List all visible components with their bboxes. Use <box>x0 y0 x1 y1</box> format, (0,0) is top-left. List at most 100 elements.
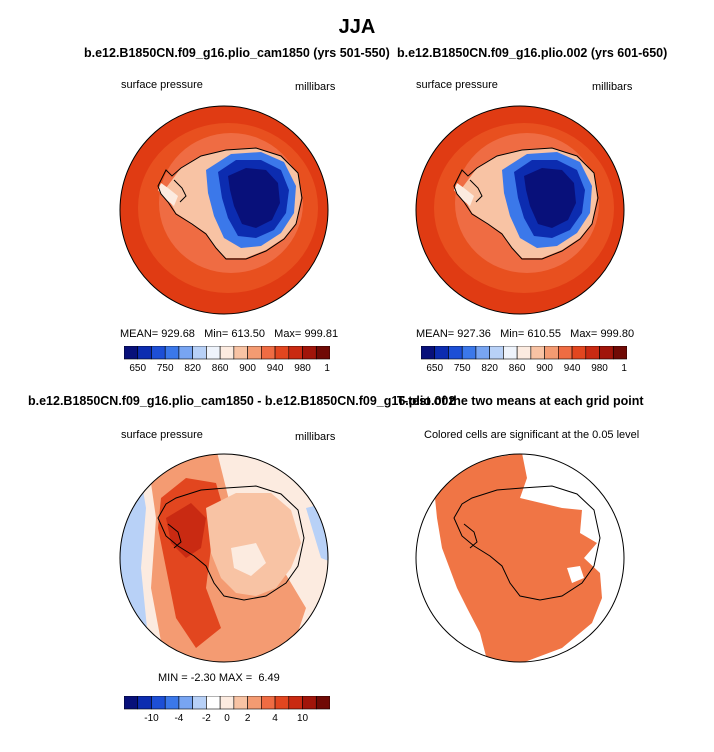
colorbar-swatch <box>261 695 276 710</box>
stat-min-label: MIN = <box>158 672 188 684</box>
colorbar-tick-label: 2 <box>245 713 251 724</box>
colorbar-tick-label: 900 <box>536 363 553 374</box>
colorbar-swatch <box>571 345 587 360</box>
stat-max-label: Max= <box>570 328 598 340</box>
map-boundary <box>119 453 329 663</box>
colorbar-tick-label: 900 <box>239 363 256 374</box>
panel-4-subtitle: Colored cells are significant at the 0.0… <box>424 429 640 441</box>
colorbar-swatch <box>420 345 436 360</box>
colorbar-tick-label: 980 <box>591 363 608 374</box>
colorbar-swatch <box>261 345 276 360</box>
colorbar-tick-label: 940 <box>564 363 581 374</box>
colorbar-swatch <box>302 695 317 710</box>
colorbar-swatch <box>247 695 262 710</box>
colorbar-swatch <box>178 695 193 710</box>
colorbar-tick-label: 10 <box>297 713 309 724</box>
panel-4-map <box>415 453 625 663</box>
stat-max-value: 999.80 <box>600 328 635 340</box>
panel-2-units-label: millibars <box>592 81 633 93</box>
panel-3-map <box>119 453 329 663</box>
colorbar-swatch <box>164 345 180 360</box>
significant-cells <box>432 454 602 662</box>
colorbar-swatch <box>302 345 317 360</box>
colorbar-tick-label: -4 <box>174 713 183 724</box>
coastline-detail <box>173 179 187 203</box>
panel-4-title: T-test of the two means at each grid poi… <box>397 394 644 408</box>
stat-mean-value: 927.36 <box>457 328 491 340</box>
colorbar-tick-label: 750 <box>454 363 471 374</box>
colorbar-swatch <box>192 695 207 710</box>
colorbar-tick-label: 0 <box>224 713 230 724</box>
colorbar-tick-label: 940 <box>267 363 284 374</box>
stat-min-label: Min= <box>500 328 525 340</box>
stat-min-value: 610.55 <box>527 328 561 340</box>
map-boundary <box>119 105 329 315</box>
coastline-detail <box>167 523 182 549</box>
colorbar-swatch <box>489 345 504 360</box>
colorbar-swatch <box>206 345 221 360</box>
colorbar-swatch <box>288 345 303 360</box>
colorbar-swatch <box>233 695 248 710</box>
colorbar-swatch <box>219 695 235 710</box>
plateau-core <box>228 168 280 228</box>
colorbar-swatch <box>448 345 463 360</box>
colorbar-tick-label: 650 <box>129 363 146 374</box>
panel-1-colorbar: 650 750 820 860 900 940 980 1020 <box>123 345 347 376</box>
panel-2-variable-label: surface pressure <box>416 79 498 91</box>
colorbar-swatch <box>233 345 248 360</box>
insignificant-patch <box>567 566 584 583</box>
panel-3-title: b.e12.B1850CN.f09_g16.plio_cam1850 - b.e… <box>28 394 456 408</box>
colorbar-swatch <box>151 695 166 710</box>
colorbar-tick-label: 820 <box>184 363 201 374</box>
panel-1-stats: MEAN= 929.68 Min= 613.50 Max= 999.81 <box>120 328 338 340</box>
colorbar-swatch <box>151 345 166 360</box>
colorbar-swatch <box>516 345 532 360</box>
panel-2-colorbar: 650 750 820 860 900 940 980 1020 <box>420 345 644 376</box>
panel-1-units-label: millibars <box>295 81 336 93</box>
colorbar-swatch <box>503 345 518 360</box>
colorbar-tick-label: 750 <box>157 363 174 374</box>
coastline-detail <box>463 523 478 549</box>
colorbar-swatch <box>274 345 290 360</box>
colorbar-swatch <box>123 345 139 360</box>
panel-2-stats: MEAN= 927.36 Min= 610.55 Max= 999.80 <box>416 328 634 340</box>
colorbar-swatch <box>599 345 614 360</box>
stat-mean-label: MEAN= <box>416 328 455 340</box>
colorbar-swatch <box>137 695 152 710</box>
colorbar-swatch <box>585 345 600 360</box>
colorbar-swatch <box>315 345 331 360</box>
colorbar-swatch <box>434 345 449 360</box>
map-boundary <box>415 453 625 663</box>
colorbar-swatch <box>461 345 477 360</box>
stat-min-value: 613.50 <box>231 328 265 340</box>
colorbar-tick-label: 860 <box>212 363 229 374</box>
colorbar-swatch <box>123 695 139 710</box>
stat-mean-label: MEAN= <box>120 328 159 340</box>
colorbar-swatch <box>164 695 180 710</box>
colorbar-tick-label: 860 <box>509 363 526 374</box>
colorbar-tick-label: 4 <box>272 713 278 724</box>
stat-max-value: 6.49 <box>258 672 280 684</box>
colorbar-swatch <box>530 345 545 360</box>
stat-max-value: 999.81 <box>304 328 339 340</box>
coastline <box>453 485 601 601</box>
peninsula <box>454 183 474 206</box>
colorbar-swatch <box>247 345 262 360</box>
colorbar-swatch <box>544 345 559 360</box>
panel-1-variable-label: surface pressure <box>121 79 203 91</box>
colorbar-swatch <box>219 345 235 360</box>
colorbar-tick-label: 1020 <box>621 363 627 374</box>
colorbar-swatch <box>274 695 290 710</box>
colorbar-swatch <box>558 345 573 360</box>
colorbar-tick-label: 980 <box>294 363 311 374</box>
main-title: JJA <box>338 16 376 38</box>
colorbar-tick-label: 820 <box>481 363 498 374</box>
panel-3-units-label: millibars <box>295 431 336 443</box>
map-boundary <box>415 105 625 315</box>
panel-1-title: b.e12.B1850CN.f09_g16.plio_cam1850 (yrs … <box>84 46 390 60</box>
stat-min-label: Min= <box>204 328 229 340</box>
stat-min-value: -2.30 <box>190 672 216 684</box>
peninsula <box>158 183 178 206</box>
colorbar-swatch <box>137 345 152 360</box>
colorbar-tick-label: -2 <box>202 713 211 724</box>
